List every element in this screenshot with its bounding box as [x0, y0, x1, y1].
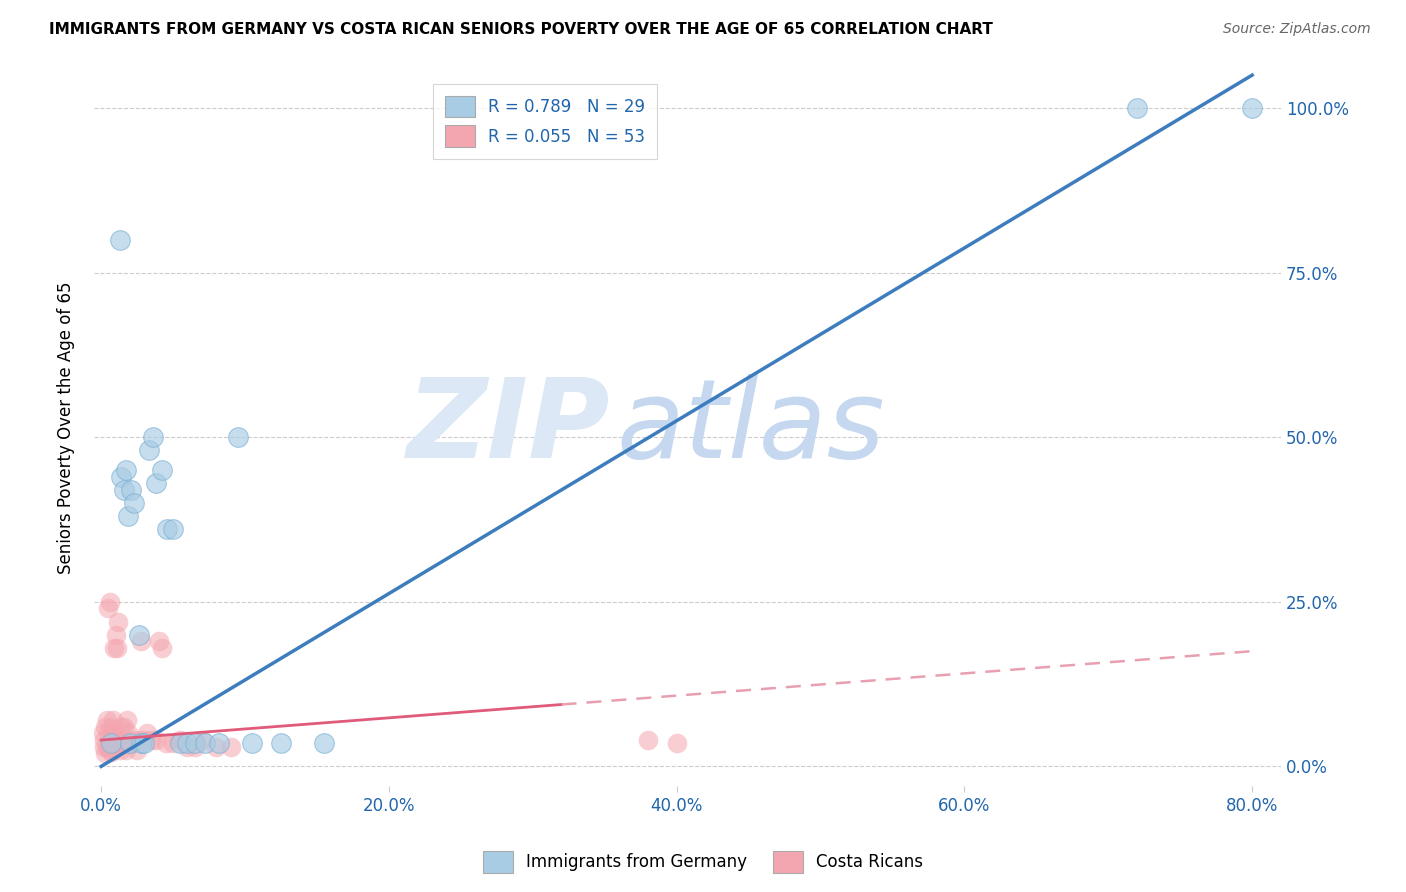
Point [91, 726, 114, 740]
Point [637, 733, 659, 747]
Point [314, 736, 336, 750]
Point [104, 726, 127, 740]
Point [145, 733, 167, 747]
Point [131, 634, 153, 648]
Point [148, 634, 170, 648]
Point [1126, 101, 1149, 115]
Point [101, 714, 124, 728]
Point [100, 720, 122, 734]
Point [145, 476, 167, 491]
Point [100, 745, 122, 759]
Point [97, 726, 120, 740]
Text: atlas: atlas [616, 374, 884, 481]
Point [93, 739, 115, 754]
Point [98, 595, 121, 609]
Point [183, 739, 205, 754]
Point [103, 640, 125, 655]
Point [114, 463, 136, 477]
Point [194, 736, 217, 750]
Point [101, 726, 124, 740]
Point [131, 736, 153, 750]
Point [127, 743, 149, 757]
Point [117, 509, 139, 524]
Point [162, 736, 184, 750]
Point [94, 746, 117, 760]
Point [270, 736, 292, 750]
Point [97, 601, 120, 615]
Point [114, 743, 136, 757]
Point [115, 714, 138, 728]
Point [120, 483, 142, 497]
Point [108, 233, 131, 247]
Point [122, 496, 145, 510]
Point [136, 726, 159, 740]
Point [94, 720, 117, 734]
Point [118, 736, 141, 750]
Point [96, 739, 118, 754]
Point [219, 739, 242, 754]
Point [155, 736, 177, 750]
Point [104, 628, 127, 642]
Point [169, 736, 191, 750]
Y-axis label: Seniors Poverty Over the Age of 65: Seniors Poverty Over the Age of 65 [58, 281, 75, 574]
Point [183, 736, 205, 750]
Point [128, 628, 150, 642]
Point [100, 736, 122, 750]
Point [112, 720, 135, 734]
Point [162, 522, 184, 536]
Point [176, 736, 198, 750]
Point [103, 739, 125, 754]
Point [134, 736, 156, 750]
Point [112, 483, 135, 497]
Point [169, 733, 191, 747]
Text: IMMIGRANTS FROM GERMANY VS COSTA RICAN SENIORS POVERTY OVER THE AGE OF 65 CORREL: IMMIGRANTS FROM GERMANY VS COSTA RICAN S… [49, 22, 993, 37]
Text: Source: ZipAtlas.com: Source: ZipAtlas.com [1223, 22, 1371, 37]
Point [93, 733, 115, 747]
Point [97, 739, 120, 754]
Point [142, 430, 165, 444]
Point [107, 615, 129, 629]
Point [110, 469, 132, 483]
Point [105, 640, 128, 655]
Text: ZIP: ZIP [406, 374, 610, 481]
Point [134, 733, 156, 747]
Point [108, 743, 131, 757]
Point [98, 743, 121, 757]
Point [191, 733, 214, 747]
Point [104, 733, 127, 747]
Point [117, 726, 139, 740]
Point [205, 739, 228, 754]
Point [1241, 101, 1264, 115]
Point [665, 736, 688, 750]
Point [96, 714, 118, 728]
Point [121, 733, 143, 747]
Point [208, 736, 231, 750]
Point [226, 430, 249, 444]
Legend: Immigrants from Germany, Costa Ricans: Immigrants from Germany, Costa Ricans [477, 845, 929, 880]
Point [176, 739, 198, 754]
Point [150, 640, 173, 655]
Point [118, 736, 141, 750]
Legend: R = 0.789   N = 29, R = 0.055   N = 53: R = 0.789 N = 29, R = 0.055 N = 53 [433, 84, 657, 159]
Point [138, 443, 160, 458]
Point [156, 522, 179, 536]
Point [111, 733, 134, 747]
Point [129, 733, 152, 747]
Point [150, 463, 173, 477]
Point [141, 733, 163, 747]
Point [100, 733, 122, 747]
Point [101, 743, 124, 757]
Point [240, 736, 263, 750]
Point [110, 720, 132, 734]
